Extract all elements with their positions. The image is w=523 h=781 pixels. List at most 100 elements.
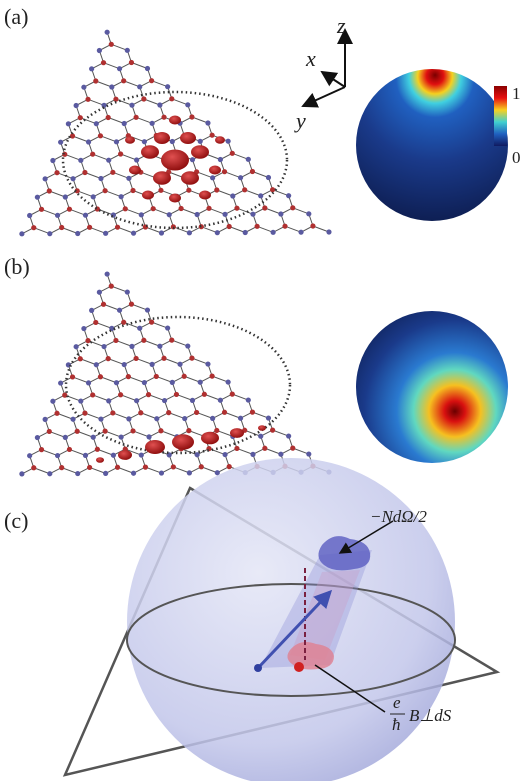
atom [110, 410, 116, 416]
atom [54, 452, 61, 459]
atom [58, 380, 64, 386]
atom [89, 307, 95, 313]
bond [312, 225, 330, 233]
atom [85, 338, 91, 344]
atom [178, 205, 184, 212]
bond [244, 429, 261, 437]
bond [148, 394, 165, 402]
spin-vector [256, 589, 333, 670]
bond [64, 153, 81, 161]
blob [125, 136, 135, 144]
bond [111, 285, 128, 293]
atom [194, 452, 200, 458]
atom [85, 380, 92, 386]
atom [157, 102, 163, 108]
bond [180, 208, 198, 215]
atom [149, 78, 155, 84]
bond [156, 375, 173, 383]
atom [197, 379, 203, 385]
atom [206, 205, 212, 211]
atom [128, 59, 135, 66]
bond [41, 449, 58, 457]
atom [121, 120, 127, 127]
atom [19, 231, 25, 237]
atom [242, 187, 248, 193]
atom [59, 465, 65, 471]
atom [106, 157, 112, 163]
atom [133, 355, 139, 362]
atom [130, 428, 136, 434]
blob [215, 136, 225, 144]
pointer [338, 520, 394, 554]
bond [104, 190, 122, 198]
atom [210, 175, 216, 181]
bond [196, 171, 213, 179]
atom [222, 211, 228, 217]
blob [169, 193, 181, 203]
atom [209, 373, 215, 379]
annotation: −NdΩ/2 [370, 507, 427, 526]
bond [201, 466, 218, 474]
sphere [127, 458, 455, 781]
bond [89, 466, 106, 474]
atom [278, 451, 284, 457]
atom [270, 187, 276, 193]
atom [82, 410, 88, 416]
atom [54, 212, 61, 218]
atom [137, 84, 143, 90]
atom [286, 433, 292, 439]
atom [270, 427, 276, 433]
atom [54, 410, 60, 416]
atom [189, 355, 195, 361]
bond [160, 430, 178, 438]
atom [138, 452, 144, 458]
atom [197, 138, 203, 144]
atom [310, 223, 316, 229]
bond [216, 429, 233, 437]
bond [49, 190, 66, 198]
bond [112, 412, 130, 420]
bond [131, 62, 148, 69]
axis-label: x [305, 46, 316, 71]
atom [165, 84, 171, 90]
atom [38, 206, 45, 212]
atom [262, 205, 268, 211]
origin [254, 664, 262, 672]
atom [221, 169, 228, 175]
atom [97, 374, 104, 380]
atom [66, 446, 73, 453]
blob [209, 165, 221, 175]
atom [118, 194, 124, 200]
bond [100, 135, 117, 143]
blob [230, 428, 244, 438]
atom [286, 193, 292, 199]
atom [170, 464, 176, 470]
atom [118, 434, 124, 440]
atom [113, 337, 119, 344]
atom [153, 373, 159, 380]
bond [204, 393, 221, 401]
bond [123, 80, 140, 88]
bond [135, 357, 153, 365]
bond [84, 172, 102, 179]
atom [250, 451, 256, 457]
atom [205, 361, 211, 367]
atom [326, 229, 332, 235]
atom [158, 470, 165, 476]
atom [103, 230, 109, 236]
atom [265, 174, 272, 181]
atom [102, 188, 108, 194]
atom [138, 410, 144, 416]
atom [214, 470, 220, 476]
atom [194, 211, 200, 218]
atom [225, 379, 231, 385]
bond [140, 412, 157, 420]
atom [126, 175, 132, 181]
blob [129, 165, 141, 175]
atom [122, 206, 128, 212]
atom [101, 102, 107, 108]
atom [38, 447, 45, 453]
atom [113, 96, 119, 102]
bond [153, 208, 170, 216]
bond [168, 412, 185, 420]
